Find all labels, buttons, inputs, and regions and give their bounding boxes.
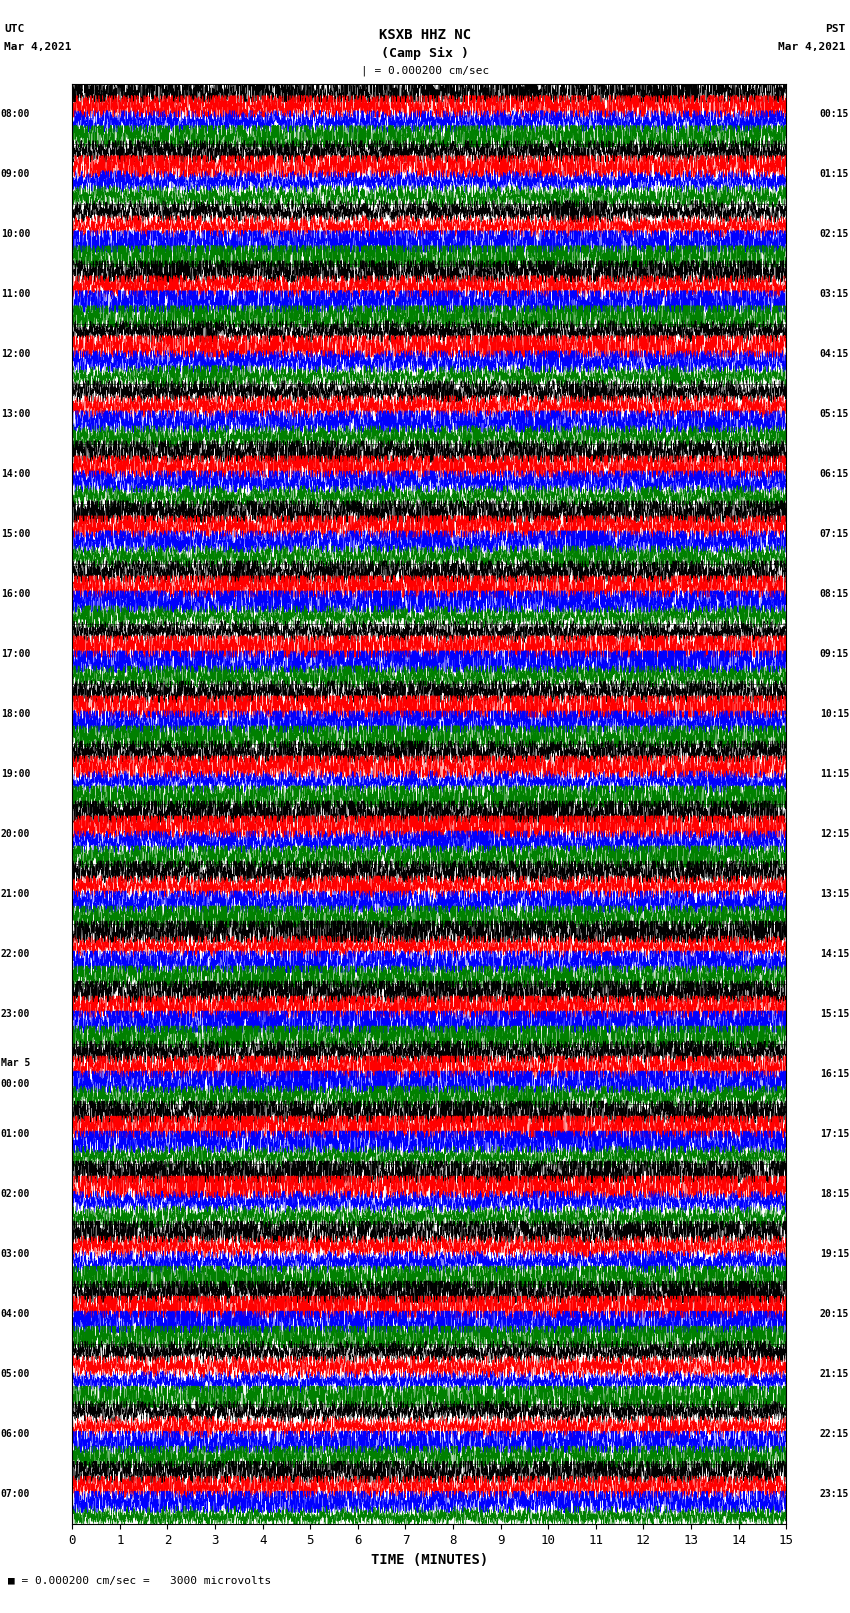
- Text: 17:00: 17:00: [1, 648, 31, 660]
- Text: 20:00: 20:00: [1, 829, 31, 839]
- Text: 11:00: 11:00: [1, 289, 31, 298]
- Text: 14:00: 14:00: [1, 469, 31, 479]
- Text: (Camp Six ): (Camp Six ): [381, 47, 469, 60]
- Text: Mar 4,2021: Mar 4,2021: [4, 42, 71, 52]
- Text: 12:00: 12:00: [1, 348, 31, 360]
- Text: PST: PST: [825, 24, 846, 34]
- Text: 09:00: 09:00: [1, 169, 31, 179]
- Text: 14:15: 14:15: [819, 948, 849, 960]
- Text: 01:00: 01:00: [1, 1129, 31, 1139]
- Text: 08:00: 08:00: [1, 110, 31, 119]
- X-axis label: TIME (MINUTES): TIME (MINUTES): [371, 1553, 488, 1566]
- Text: 10:15: 10:15: [819, 710, 849, 719]
- Text: 03:00: 03:00: [1, 1248, 31, 1260]
- Text: 08:15: 08:15: [819, 589, 849, 598]
- Text: 09:15: 09:15: [819, 648, 849, 660]
- Text: 11:15: 11:15: [819, 769, 849, 779]
- Text: 06:15: 06:15: [819, 469, 849, 479]
- Text: 16:00: 16:00: [1, 589, 31, 598]
- Text: 02:00: 02:00: [1, 1189, 31, 1198]
- Text: 13:00: 13:00: [1, 410, 31, 419]
- Text: 23:00: 23:00: [1, 1010, 31, 1019]
- Text: | = 0.000200 cm/sec: | = 0.000200 cm/sec: [361, 66, 489, 76]
- Text: 04:15: 04:15: [819, 348, 849, 360]
- Text: ■ = 0.000200 cm/sec =   3000 microvolts: ■ = 0.000200 cm/sec = 3000 microvolts: [8, 1576, 272, 1586]
- Text: 22:00: 22:00: [1, 948, 31, 960]
- Text: 16:15: 16:15: [819, 1069, 849, 1079]
- Text: 17:15: 17:15: [819, 1129, 849, 1139]
- Text: 00:00: 00:00: [1, 1079, 31, 1089]
- Text: 19:00: 19:00: [1, 769, 31, 779]
- Text: 07:15: 07:15: [819, 529, 849, 539]
- Text: 13:15: 13:15: [819, 889, 849, 898]
- Text: 15:00: 15:00: [1, 529, 31, 539]
- Text: 23:15: 23:15: [819, 1489, 849, 1498]
- Text: 18:15: 18:15: [819, 1189, 849, 1198]
- Text: 07:00: 07:00: [1, 1489, 31, 1498]
- Text: 01:15: 01:15: [819, 169, 849, 179]
- Text: 05:00: 05:00: [1, 1369, 31, 1379]
- Text: 21:15: 21:15: [819, 1369, 849, 1379]
- Text: 19:15: 19:15: [819, 1248, 849, 1260]
- Text: UTC: UTC: [4, 24, 25, 34]
- Text: 05:15: 05:15: [819, 410, 849, 419]
- Text: 10:00: 10:00: [1, 229, 31, 239]
- Text: 00:15: 00:15: [819, 110, 849, 119]
- Text: 03:15: 03:15: [819, 289, 849, 298]
- Text: 18:00: 18:00: [1, 710, 31, 719]
- Text: 12:15: 12:15: [819, 829, 849, 839]
- Text: 21:00: 21:00: [1, 889, 31, 898]
- Text: 22:15: 22:15: [819, 1429, 849, 1439]
- Text: KSXB HHZ NC: KSXB HHZ NC: [379, 29, 471, 42]
- Text: 15:15: 15:15: [819, 1010, 849, 1019]
- Text: Mar 5: Mar 5: [1, 1058, 31, 1068]
- Text: Mar 4,2021: Mar 4,2021: [779, 42, 846, 52]
- Text: 04:00: 04:00: [1, 1310, 31, 1319]
- Text: 20:15: 20:15: [819, 1310, 849, 1319]
- Text: 02:15: 02:15: [819, 229, 849, 239]
- Text: 06:00: 06:00: [1, 1429, 31, 1439]
